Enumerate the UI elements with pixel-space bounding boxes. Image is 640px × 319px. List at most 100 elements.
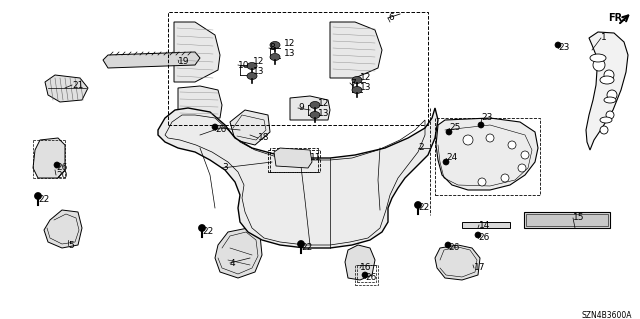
Text: 20: 20 [56, 170, 67, 180]
Text: 23: 23 [558, 43, 570, 53]
Ellipse shape [247, 63, 257, 70]
Text: 3: 3 [222, 164, 228, 173]
Text: 23: 23 [481, 114, 492, 122]
Circle shape [35, 192, 42, 199]
Ellipse shape [310, 101, 320, 108]
Ellipse shape [590, 54, 606, 62]
Circle shape [593, 59, 605, 71]
Text: SZN4B3600A: SZN4B3600A [582, 311, 632, 319]
Polygon shape [230, 110, 270, 145]
Circle shape [298, 241, 305, 248]
Polygon shape [44, 210, 82, 248]
Polygon shape [436, 118, 538, 190]
Polygon shape [330, 22, 382, 78]
Text: 12: 12 [253, 57, 264, 66]
Circle shape [212, 124, 218, 130]
Ellipse shape [310, 112, 320, 118]
Polygon shape [274, 148, 312, 168]
Text: 13: 13 [360, 84, 371, 93]
Text: 26: 26 [215, 125, 227, 135]
Polygon shape [103, 52, 200, 68]
Circle shape [606, 111, 614, 119]
Circle shape [607, 90, 617, 100]
Text: 7: 7 [350, 78, 356, 87]
Ellipse shape [352, 77, 362, 84]
Text: 18: 18 [258, 133, 269, 143]
Text: 17: 17 [474, 263, 486, 272]
Bar [270, 148, 318, 172]
Text: 5: 5 [68, 241, 74, 249]
Text: 13: 13 [318, 108, 330, 117]
Bar [357, 265, 376, 282]
Circle shape [478, 122, 484, 128]
Polygon shape [215, 228, 262, 278]
Text: 9: 9 [298, 103, 304, 113]
Text: 21: 21 [72, 80, 83, 90]
Polygon shape [435, 245, 480, 280]
Circle shape [415, 202, 422, 209]
Text: 12: 12 [360, 73, 371, 83]
Bar [268, 150, 320, 172]
Polygon shape [158, 108, 438, 248]
Circle shape [478, 178, 486, 186]
Text: 25: 25 [449, 123, 460, 132]
Ellipse shape [600, 117, 612, 123]
Circle shape [521, 151, 529, 159]
Text: 26: 26 [478, 234, 490, 242]
Ellipse shape [270, 41, 280, 48]
Text: 4: 4 [230, 258, 236, 268]
Circle shape [600, 126, 608, 134]
Circle shape [501, 174, 509, 182]
Circle shape [445, 242, 451, 248]
Text: 26: 26 [56, 164, 67, 173]
Text: 15: 15 [573, 213, 584, 222]
Text: FR.: FR. [608, 13, 626, 23]
Text: 16: 16 [360, 263, 371, 272]
Ellipse shape [270, 54, 280, 61]
Bar [168, 12, 428, 125]
Text: 11: 11 [310, 152, 321, 161]
Text: 1: 1 [601, 33, 607, 42]
Text: 22: 22 [202, 227, 213, 236]
Circle shape [486, 134, 494, 142]
Text: 6: 6 [388, 13, 394, 23]
Circle shape [508, 141, 516, 149]
Polygon shape [345, 245, 375, 280]
Text: 12: 12 [318, 99, 330, 108]
Polygon shape [174, 22, 220, 82]
Circle shape [54, 162, 60, 168]
Circle shape [604, 70, 614, 80]
Bar [435, 118, 540, 195]
Text: 22: 22 [418, 204, 429, 212]
Polygon shape [45, 75, 88, 102]
Polygon shape [290, 96, 330, 120]
Text: 24: 24 [446, 153, 457, 162]
Bar [355, 265, 378, 285]
Text: 8: 8 [269, 43, 275, 53]
Text: 22: 22 [301, 243, 312, 253]
Circle shape [518, 164, 526, 172]
Text: 19: 19 [178, 57, 189, 66]
Text: 22: 22 [38, 196, 49, 204]
Polygon shape [33, 138, 65, 178]
Polygon shape [586, 32, 628, 150]
Circle shape [198, 225, 205, 232]
Text: 13: 13 [284, 48, 296, 57]
Circle shape [446, 129, 452, 135]
Polygon shape [526, 214, 608, 226]
Text: 13: 13 [253, 68, 264, 77]
Ellipse shape [352, 86, 362, 93]
Text: 26: 26 [365, 273, 376, 283]
Circle shape [362, 272, 368, 278]
Circle shape [463, 135, 473, 145]
Text: 14: 14 [479, 220, 490, 229]
Text: 12: 12 [284, 39, 296, 48]
Polygon shape [178, 86, 222, 118]
Circle shape [443, 159, 449, 165]
Ellipse shape [604, 97, 616, 103]
Text: 2: 2 [418, 144, 424, 152]
Ellipse shape [600, 76, 614, 84]
Circle shape [555, 42, 561, 48]
Polygon shape [462, 222, 510, 228]
Circle shape [475, 232, 481, 238]
